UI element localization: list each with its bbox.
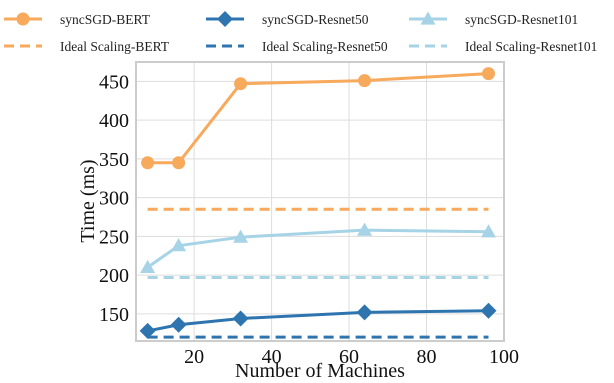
legend-item-syncsgd-resnet101: syncSGD-Resnet101 <box>409 11 578 27</box>
x-tick-label: 40 <box>262 346 282 368</box>
x-tick-label: 20 <box>184 346 204 368</box>
legend-label: Ideal Scaling-Resnet101 <box>465 39 597 54</box>
gridlines <box>136 62 505 341</box>
syncsgd-resnet101-point <box>171 238 187 252</box>
legend-label: Ideal Scaling-Resnet50 <box>262 39 388 54</box>
syncsgd-bert-line <box>147 72 489 165</box>
x-tick-label: 100 <box>489 346 519 368</box>
legend-swatch-marker <box>217 11 233 27</box>
y-tick-label: 150 <box>99 304 129 326</box>
x-axis-label: Number of Machines <box>235 360 405 382</box>
syncsgd-resnet101-point <box>233 229 249 243</box>
y-tick-label: 450 <box>99 71 129 93</box>
syncsgd-resnet50-point <box>170 316 187 333</box>
y-tick-label: 200 <box>99 265 129 287</box>
syncsgd-resnet50-point <box>480 302 497 319</box>
legend-label: syncSGD-Resnet101 <box>465 12 578 27</box>
y-tick-label: 400 <box>99 110 129 132</box>
series-syncsgd-resnet101 <box>140 222 497 273</box>
legend-label: syncSGD-BERT <box>60 12 151 27</box>
series-syncsgd-resnet50 <box>139 302 497 339</box>
y-tick-label: 350 <box>99 149 129 171</box>
tick-labels: 20 40 60 80 100 150 200 250 300 350 400 450 <box>99 71 519 368</box>
legend-item-syncsgd-resnet50: syncSGD-Resnet50 <box>206 11 369 27</box>
legend-swatch-marker <box>420 11 436 25</box>
series-syncsgd-bert <box>141 67 496 170</box>
syncsgd-resnet101-point <box>140 259 156 273</box>
legend-swatch-marker <box>16 12 30 26</box>
legend-label: syncSGD-Resnet50 <box>262 12 369 27</box>
syncsgd-bert-point <box>234 77 248 91</box>
y-tick-label: 300 <box>99 188 129 210</box>
y-tick-label: 250 <box>99 226 129 248</box>
legend-item-ideal-scaling-resnet101: Ideal Scaling-Resnet101 <box>409 39 597 54</box>
syncsgd-resnet101-point <box>357 222 373 236</box>
legend-item-ideal-scaling-resnet50: Ideal Scaling-Resnet50 <box>206 39 388 54</box>
y-axis-label: Time (ms) <box>77 159 99 242</box>
series-layer <box>139 67 497 339</box>
legend-label: Ideal Scaling-BERT <box>60 39 170 54</box>
syncsgd-bert-point <box>172 156 186 170</box>
syncsgd-bert-point <box>482 67 496 81</box>
x-tick-label: 60 <box>339 346 359 368</box>
syncsgd-bert-point <box>141 156 155 170</box>
legend: syncSGD-BERT syncSGD-Resnet50 syncSGD-Resn… <box>4 11 597 54</box>
syncsgd-resnet50-point <box>139 322 156 339</box>
plot-area-frame <box>135 61 505 342</box>
legend-item-syncsgd-bert: syncSGD-BERT <box>4 12 151 27</box>
x-tick-label: 80 <box>417 346 437 368</box>
syncsgd-resnet50-point <box>356 304 373 321</box>
syncsgd-resnet101-point <box>481 224 497 238</box>
syncsgd-bert-point <box>358 74 372 88</box>
legend-item-ideal-scaling-bert: Ideal Scaling-BERT <box>4 39 170 54</box>
syncsgd-resnet101-line <box>146 228 489 269</box>
syncsgd-resnet50-point <box>232 310 249 327</box>
